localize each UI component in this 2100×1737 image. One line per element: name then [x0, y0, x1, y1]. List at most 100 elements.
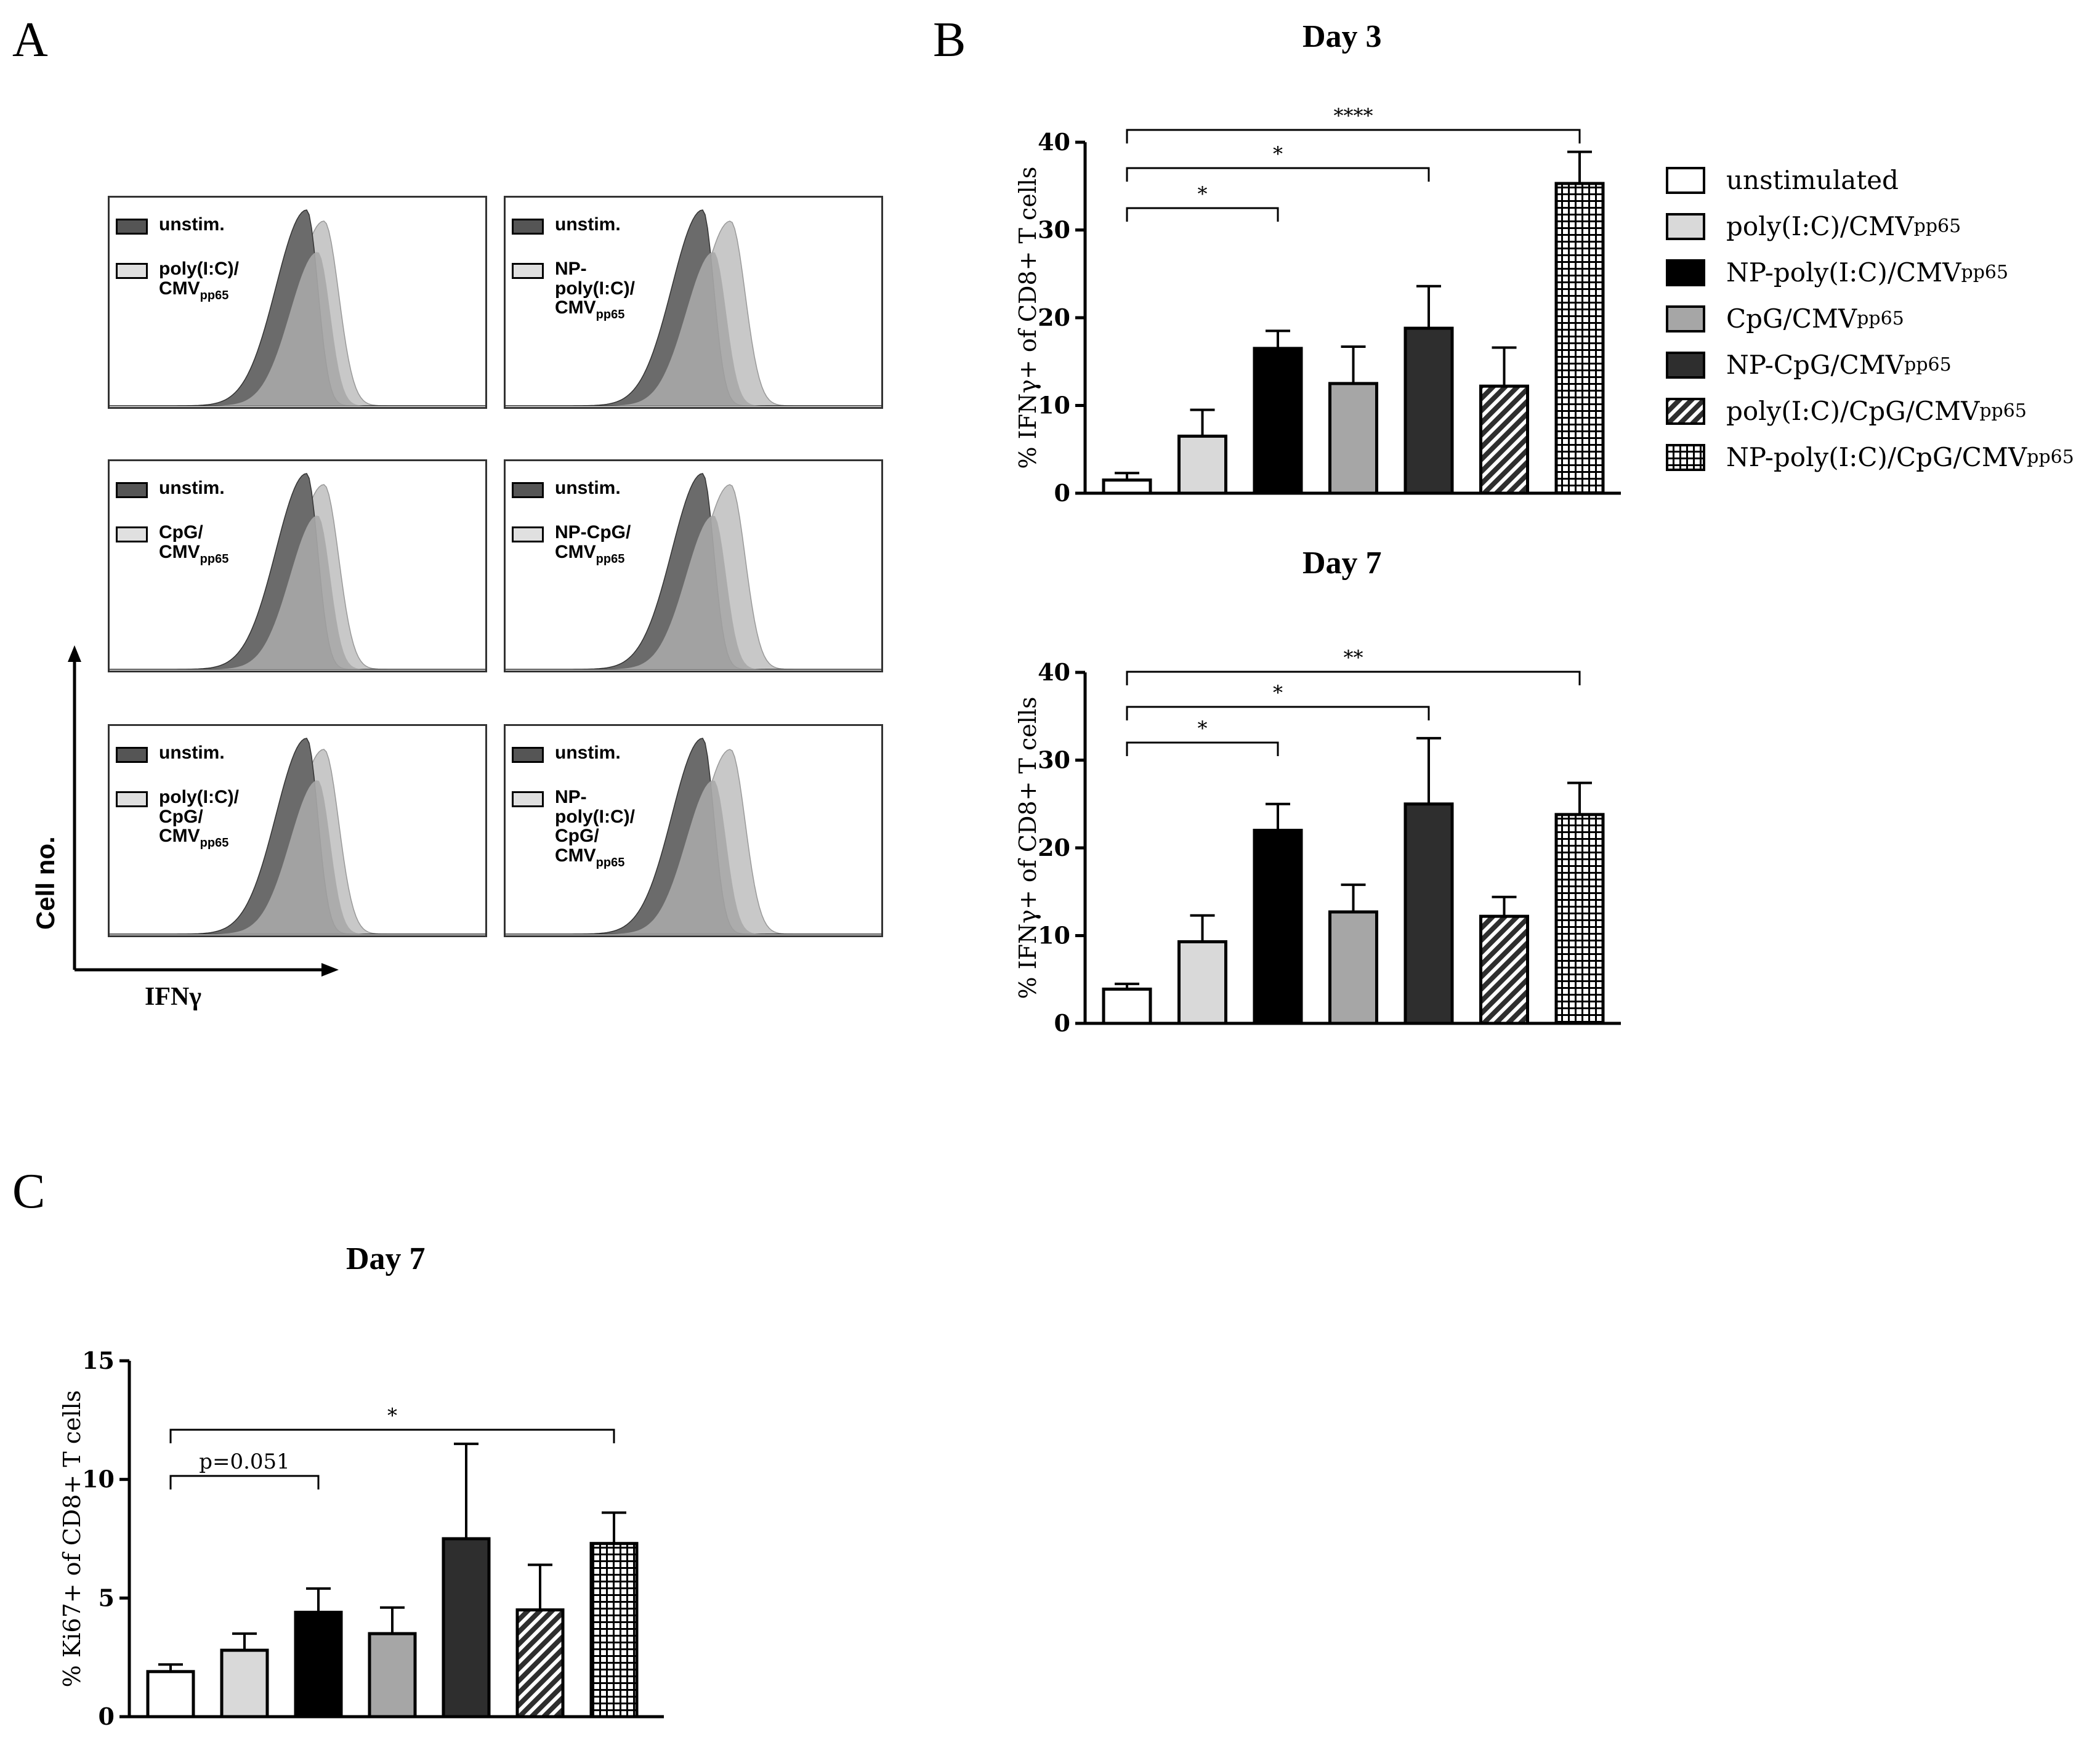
legend-swatch — [1666, 397, 1705, 425]
y-axis-label: % Ki67+ of CD8+ T cells — [59, 1390, 86, 1688]
bar — [146, 1670, 195, 1719]
significance-label: ** — [1344, 646, 1363, 669]
facs-legend-stim: poly(I:C)/CMVpp65 — [116, 259, 239, 302]
facs-legend-unstim-label: unstim. — [159, 743, 225, 763]
facs-legend-unstim: unstim. — [116, 743, 225, 763]
legend-swatch — [1666, 351, 1705, 379]
y-axis-label: % IFNγ+ of CD8+ T cells — [1014, 696, 1041, 999]
facs-histogram-box: unstim. poly(I:C)/CpG/CMVpp65 — [108, 724, 487, 937]
swatch-stim — [512, 791, 544, 807]
y-tick-label: 0 — [99, 1703, 115, 1730]
bar — [1102, 478, 1152, 495]
panel-letter-b: B — [933, 13, 966, 67]
legend-label: NP-CpG/CMV — [1726, 350, 1905, 380]
legend-label: poly(I:C)/CMV — [1726, 211, 1914, 241]
legend-label-sub: pp65 — [1904, 354, 1952, 376]
significance-label: * — [1198, 717, 1208, 740]
swatch-unstim — [512, 747, 544, 763]
y-tick-label: 10 — [82, 1465, 115, 1493]
bar — [1479, 914, 1529, 1025]
swatch-stim — [116, 791, 148, 807]
significance-bracket — [1126, 207, 1279, 222]
legend-label-sub: pp65 — [1979, 400, 2027, 422]
legend-item: CpG/CMV pp65 — [1666, 304, 1904, 334]
facs-legend-stim: NP-poly(I:C)/CMVpp65 — [512, 259, 635, 321]
facs-legend-stim-label: poly(I:C)/CpG/CMVpp65 — [159, 787, 239, 850]
chart-title-day7: Day 7 — [1302, 546, 1382, 581]
bar — [1403, 802, 1454, 1025]
histogram-plot — [506, 209, 881, 406]
y-tick-label: 30 — [1038, 746, 1070, 774]
facs-legend-unstim-label: unstim. — [159, 214, 225, 235]
significance-label: * — [387, 1404, 397, 1427]
bar — [515, 1608, 565, 1719]
histogram-plot — [506, 738, 881, 935]
y-tick-label: 15 — [82, 1347, 115, 1374]
legend-item: unstimulated — [1666, 165, 1899, 195]
legend-label-sub: pp65 — [1913, 216, 1961, 237]
chart-title-day7-ki67: Day 7 — [346, 1241, 426, 1276]
bar — [220, 1648, 269, 1719]
legend-label-sub: pp65 — [1857, 308, 1904, 329]
overlap-histogram — [506, 780, 881, 934]
facs-legend-unstim: unstim. — [116, 478, 225, 498]
facs-legend-stim: poly(I:C)/CpG/CMVpp65 — [116, 788, 239, 850]
chart-day7-ki67: 0 5 10 15 % Ki67+ of CD8+ T cells p=0.051 * — [59, 1347, 664, 1730]
histogram-plot — [110, 738, 485, 935]
histogram-plot — [506, 473, 881, 670]
panel-letter-c: C — [12, 1164, 46, 1219]
y-axis-arrowhead — [68, 645, 81, 662]
legend-label: unstimulated — [1726, 165, 1899, 195]
bar — [1253, 829, 1303, 1025]
legend-swatch — [1666, 212, 1705, 240]
legend-swatch — [1666, 166, 1705, 194]
histogram-plot — [110, 209, 485, 406]
swatch-unstim — [512, 219, 544, 235]
facs-legend-stim-label: NP-poly(I:C)/CpG/CMVpp65 — [555, 787, 635, 869]
legend-item: NP-CpG/CMV pp65 — [1666, 350, 1952, 380]
facs-legend-unstim: unstim. — [512, 743, 621, 763]
swatch-unstim — [512, 482, 544, 498]
swatch-stim — [512, 263, 544, 279]
legend-label: CpG/CMV — [1726, 304, 1857, 334]
legend-swatch — [1666, 305, 1705, 332]
overlap-histogram — [110, 252, 485, 406]
y-tick-label: 10 — [1038, 922, 1070, 949]
significance-label: * — [1273, 142, 1283, 166]
facs-legend-stim: NP-poly(I:C)/CpG/CMVpp65 — [512, 788, 635, 869]
facs-legend-stim-label: NP-poly(I:C)/CMVpp65 — [555, 259, 635, 321]
bar — [1102, 987, 1152, 1025]
facs-legend-unstim-label: unstim. — [555, 743, 621, 763]
overlap-histogram — [506, 515, 881, 669]
facs-legend-stim: CpG/CMVpp65 — [116, 523, 228, 566]
significance-bracket — [169, 1475, 320, 1489]
significance-label: **** — [1334, 104, 1373, 127]
bar — [1328, 910, 1378, 1025]
swatch-unstim — [116, 219, 148, 235]
y-tick-label: 20 — [1038, 834, 1070, 861]
y-tick-label: 0 — [1054, 479, 1070, 507]
bar — [1177, 940, 1227, 1025]
facs-histogram-box: unstim. NP-CpG/CMVpp65 — [504, 459, 883, 672]
facs-histogram-box: unstim. NP-poly(I:C)/CMVpp65 — [504, 196, 883, 409]
significance-bracket — [1126, 741, 1279, 756]
panel-letter-a: A — [12, 13, 48, 67]
facs-legend-stim-label: poly(I:C)/CMVpp65 — [159, 259, 239, 302]
swatch-unstim — [116, 482, 148, 498]
bar — [442, 1537, 491, 1719]
bar — [1177, 434, 1227, 495]
legend-label-sub: pp65 — [2027, 446, 2074, 468]
swatch-stim — [116, 526, 148, 542]
legend-item: NP-poly(I:C)/CpG/CMV pp65 — [1666, 442, 2074, 472]
bar — [1479, 384, 1529, 495]
y-tick-label: 20 — [1038, 304, 1070, 331]
y-tick-label: 40 — [1038, 658, 1070, 686]
bar — [1253, 347, 1303, 495]
bar — [1554, 813, 1605, 1025]
swatch-stim — [512, 526, 544, 542]
facs-histogram-box: unstim. NP-poly(I:C)/CpG/CMVpp65 — [504, 724, 883, 937]
facs-histogram-box: unstim. CpG/CMVpp65 — [108, 459, 487, 672]
legend-item: poly(I:C)/CpG/CMV pp65 — [1666, 396, 2027, 426]
significance-label: p=0.051 — [199, 1449, 290, 1474]
